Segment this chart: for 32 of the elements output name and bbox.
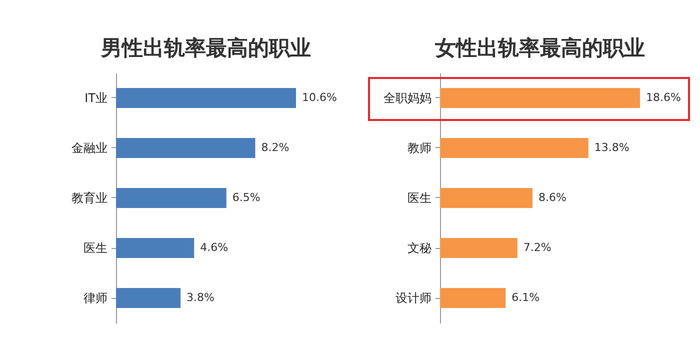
- data-label: 6.5%: [232, 191, 260, 204]
- bar: [440, 138, 588, 158]
- y-tick-label: 医生: [84, 241, 108, 255]
- data-label: 7.2%: [523, 241, 552, 254]
- data-label: 6.1%: [512, 291, 540, 304]
- data-label: 13.8%: [594, 141, 630, 154]
- y-tick-label: 律师: [84, 291, 108, 305]
- y-tick-label: 医生: [408, 191, 432, 205]
- data-label: 8.6%: [538, 191, 566, 204]
- chart-title: 男性出轨率最高的职业: [100, 36, 311, 60]
- y-tick-label: 金融业: [72, 141, 108, 155]
- bar: [440, 88, 640, 108]
- bar: [116, 238, 194, 258]
- chart-title: 女性出轨率最高的职业: [434, 36, 645, 60]
- y-tick-label: 文秘: [408, 241, 432, 255]
- bar: [116, 188, 226, 208]
- data-label: 8.2%: [261, 141, 290, 154]
- bar: [440, 238, 518, 258]
- bar: [440, 188, 532, 208]
- bar: [116, 88, 296, 108]
- data-label: 10.6%: [302, 91, 337, 104]
- y-tick-label: 教育业: [72, 191, 108, 205]
- data-label: 18.6%: [646, 91, 681, 104]
- bar: [116, 138, 256, 158]
- bar: [116, 288, 181, 308]
- bar: [440, 288, 506, 308]
- y-tick-label: 设计师: [396, 291, 432, 305]
- y-tick-label: 教师: [408, 141, 432, 155]
- y-tick-label: 全职妈妈: [384, 91, 432, 105]
- data-label: 3.8%: [186, 291, 214, 304]
- y-tick-label: IT业: [84, 91, 108, 105]
- data-label: 4.6%: [200, 241, 228, 254]
